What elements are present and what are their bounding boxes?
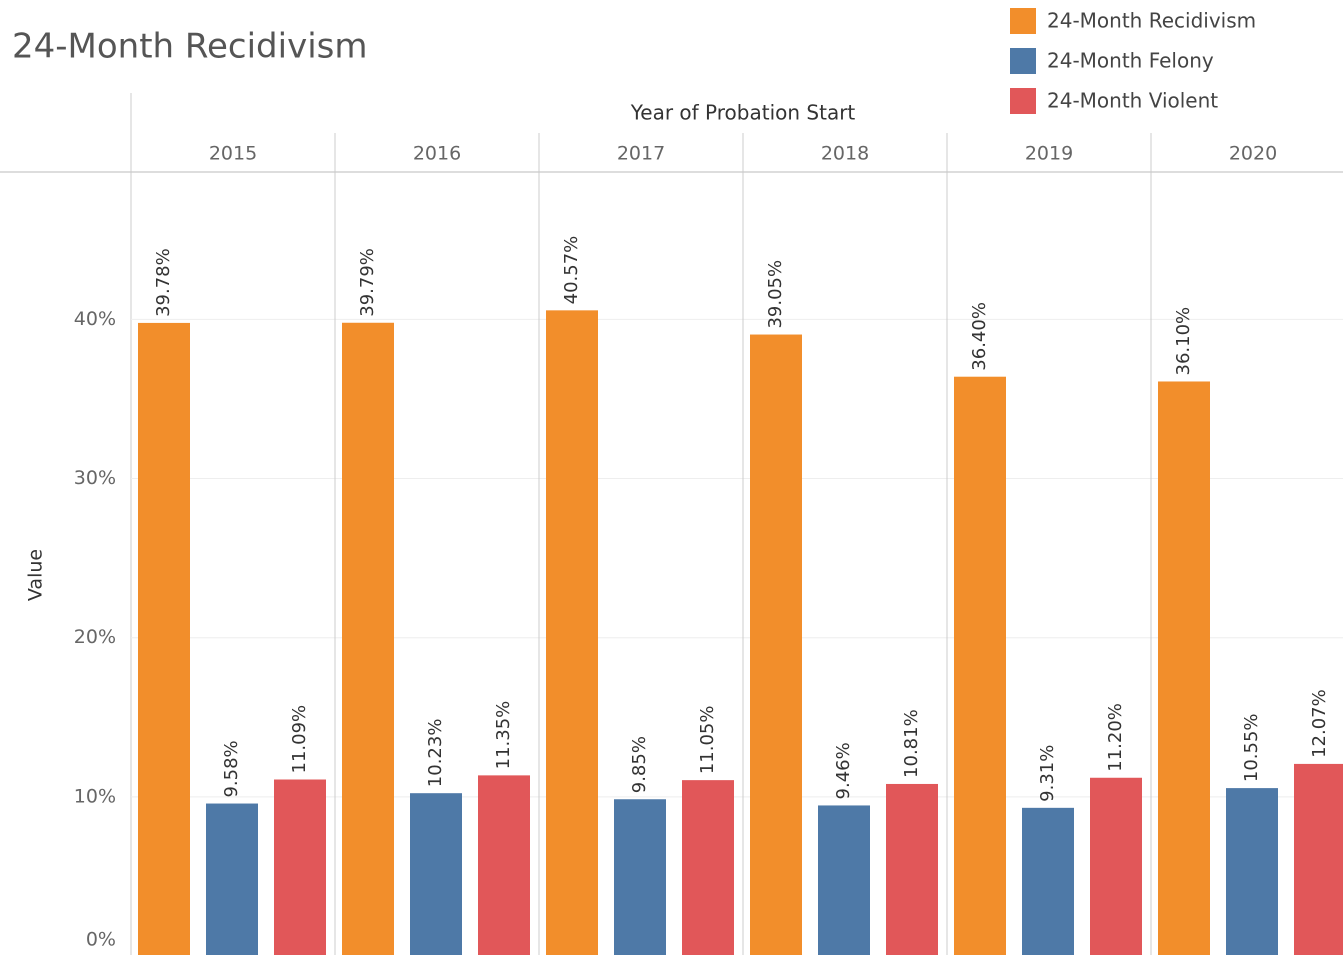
x-tick-label: 2019: [1025, 143, 1073, 165]
value-label: 10.55%: [1241, 713, 1262, 782]
legend-swatch: [1010, 88, 1036, 114]
chart-title: 24-Month Recidivism: [12, 27, 368, 67]
value-label: 9.58%: [221, 740, 242, 797]
legend-label: 24-Month Violent: [1047, 89, 1218, 113]
value-label: 11.35%: [493, 701, 514, 770]
bar: [342, 322, 394, 955]
value-label: 39.78%: [153, 248, 174, 317]
bar: [886, 783, 938, 955]
bar: [410, 793, 462, 955]
y-tick-label: 40%: [74, 308, 116, 330]
x-tick-label: 2015: [209, 143, 257, 165]
y-tick-label: 0%: [86, 929, 116, 951]
value-label: 40.57%: [561, 236, 582, 305]
bar: [478, 775, 530, 955]
value-label: 39.79%: [357, 248, 378, 317]
value-label: 11.09%: [289, 705, 310, 774]
y-tick-label: 30%: [74, 467, 116, 489]
value-label: 11.20%: [1105, 703, 1126, 772]
value-label: 36.10%: [1173, 307, 1194, 376]
x-tick-label: 2016: [413, 143, 461, 165]
value-label: 9.85%: [629, 736, 650, 793]
x-tick-label: 2017: [617, 143, 665, 165]
y-tick-label: 20%: [74, 626, 116, 648]
bar: [750, 334, 802, 955]
value-label: 11.05%: [697, 706, 718, 775]
value-label: 10.81%: [901, 709, 922, 778]
bar: [546, 310, 598, 955]
bar: [818, 805, 870, 955]
bar: [614, 799, 666, 955]
bar: [1158, 381, 1210, 955]
legend-swatch: [1010, 48, 1036, 74]
y-axis-title: Value: [25, 549, 47, 601]
bar: [138, 322, 190, 955]
bar: [274, 779, 326, 955]
bar: [1294, 763, 1343, 955]
value-label: 10.23%: [425, 719, 446, 788]
bar: [1090, 777, 1142, 955]
bar: [1226, 788, 1278, 955]
value-label: 12.07%: [1309, 689, 1330, 758]
bar: [954, 376, 1006, 955]
legend-label: 24-Month Felony: [1047, 49, 1214, 73]
legend-swatch: [1010, 8, 1036, 34]
y-tick-label: 10%: [74, 785, 116, 807]
bar: [206, 803, 258, 955]
value-label: 36.40%: [969, 302, 990, 371]
bar: [1022, 807, 1074, 955]
x-axis-title: Year of Probation Start: [630, 101, 856, 125]
value-label: 39.05%: [765, 260, 786, 329]
x-tick-label: 2020: [1229, 143, 1277, 165]
value-label: 9.31%: [1037, 745, 1058, 802]
bar: [682, 780, 734, 955]
x-tick-label: 2018: [821, 143, 869, 165]
value-label: 9.46%: [833, 742, 854, 799]
legend-label: 24-Month Recidivism: [1047, 9, 1256, 33]
